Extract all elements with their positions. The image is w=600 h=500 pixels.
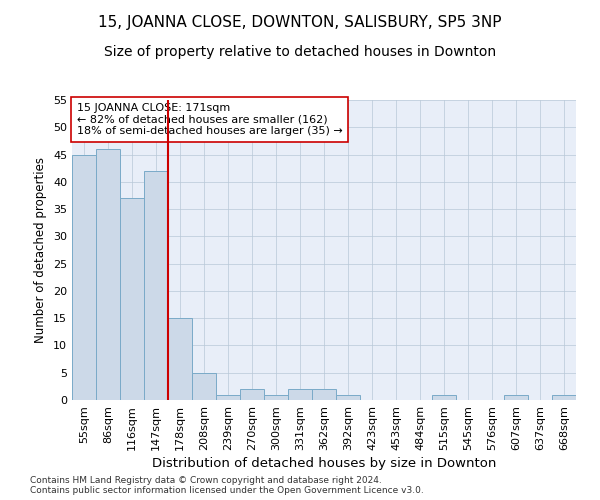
Text: 15 JOANNA CLOSE: 171sqm
← 82% of detached houses are smaller (162)
18% of semi-d: 15 JOANNA CLOSE: 171sqm ← 82% of detache… <box>77 103 343 136</box>
Bar <box>336 394 360 400</box>
Bar <box>504 394 528 400</box>
Text: Size of property relative to detached houses in Downton: Size of property relative to detached ho… <box>104 45 496 59</box>
Bar <box>264 394 288 400</box>
X-axis label: Distribution of detached houses by size in Downton: Distribution of detached houses by size … <box>152 457 496 470</box>
Y-axis label: Number of detached properties: Number of detached properties <box>34 157 47 343</box>
Text: Contains HM Land Registry data © Crown copyright and database right 2024.
Contai: Contains HM Land Registry data © Crown c… <box>30 476 424 495</box>
Bar <box>168 318 192 400</box>
Bar <box>432 394 456 400</box>
Bar <box>216 394 240 400</box>
Bar <box>552 394 576 400</box>
Bar <box>288 389 312 400</box>
Bar <box>120 198 144 400</box>
Bar <box>96 149 120 400</box>
Bar <box>192 372 216 400</box>
Bar <box>144 171 168 400</box>
Text: 15, JOANNA CLOSE, DOWNTON, SALISBURY, SP5 3NP: 15, JOANNA CLOSE, DOWNTON, SALISBURY, SP… <box>98 15 502 30</box>
Bar <box>240 389 264 400</box>
Bar <box>72 154 96 400</box>
Bar <box>312 389 336 400</box>
